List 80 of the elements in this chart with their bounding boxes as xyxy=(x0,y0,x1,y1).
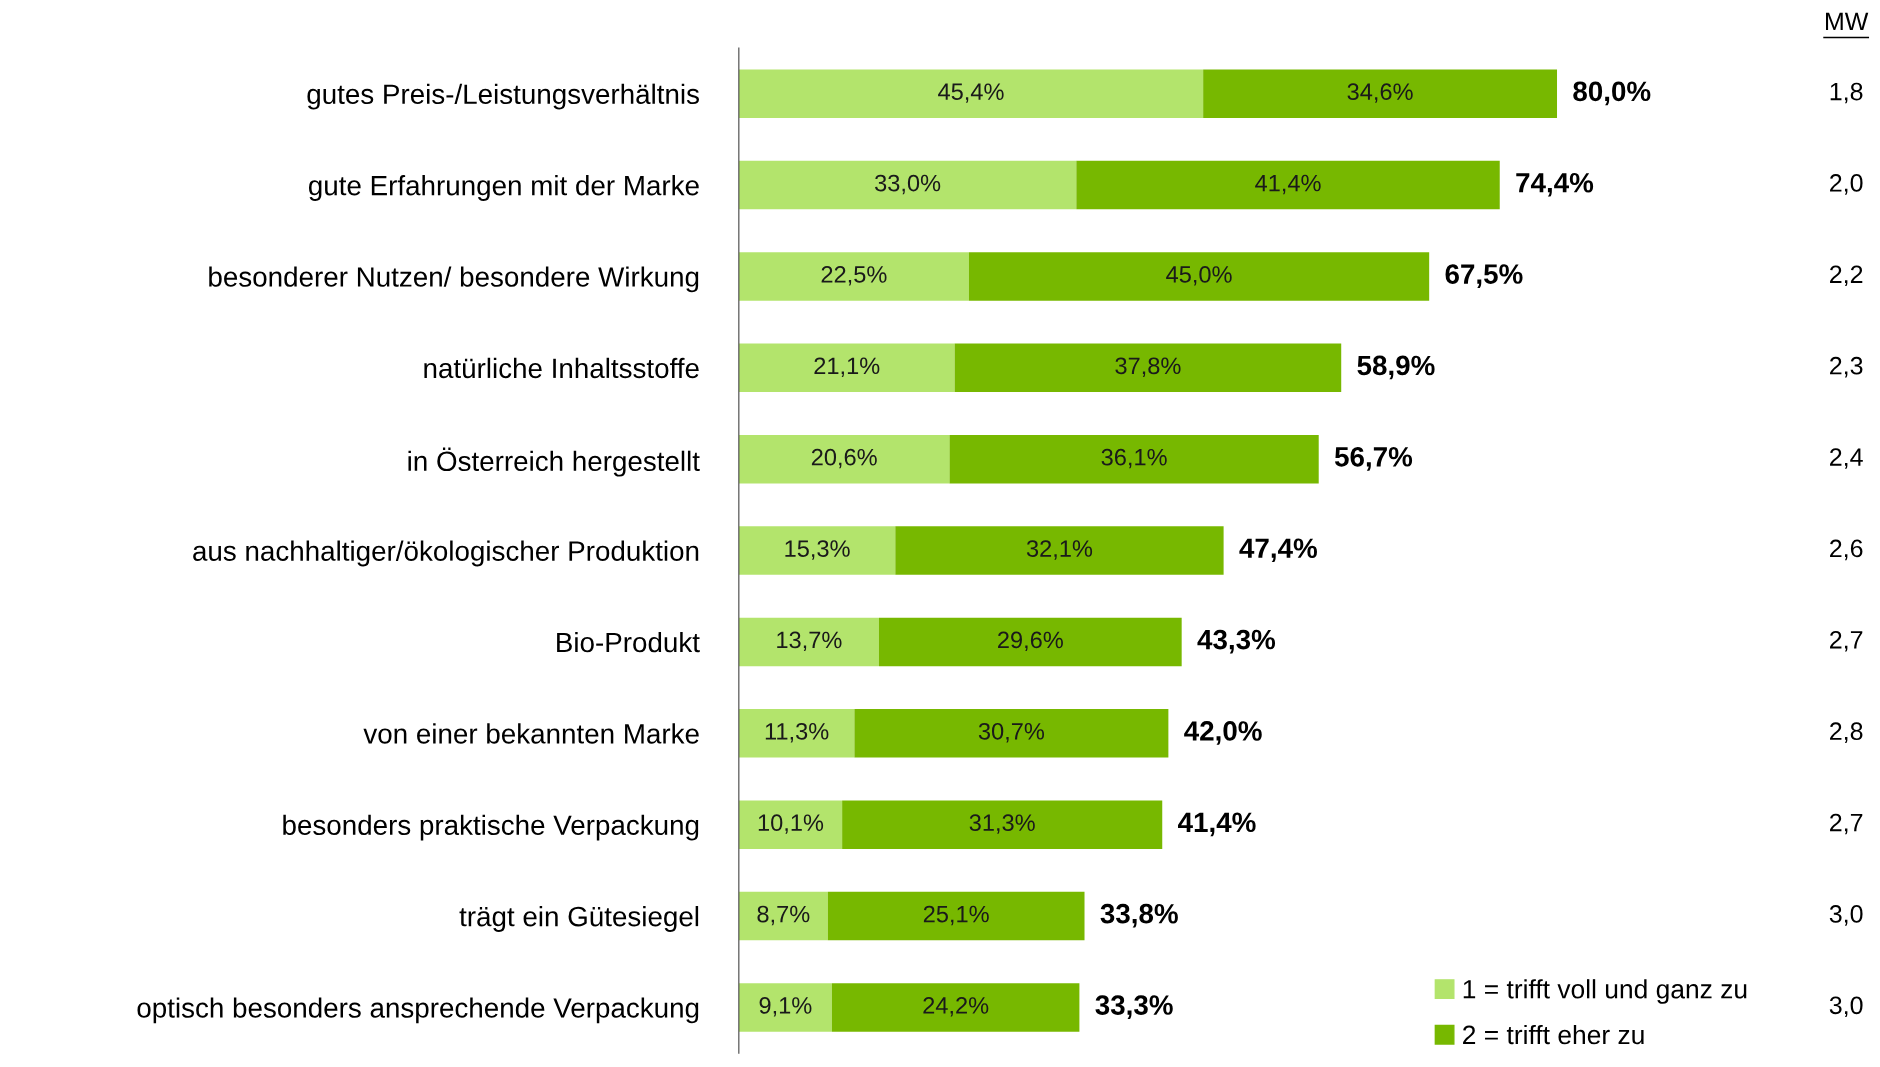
data-label: 13,7% xyxy=(777,631,842,652)
text: 2,4 xyxy=(1830,448,1863,469)
text: 2,0 xyxy=(1830,174,1863,195)
data-label: 21,1% xyxy=(814,357,880,377)
y-tick-label: in Österreich hergestellt xyxy=(408,447,700,477)
bar xyxy=(738,69,1204,118)
bar xyxy=(895,526,1224,575)
bar xyxy=(968,252,1430,301)
data-label: 29,6% xyxy=(998,631,1063,652)
legend-label: 1 = trifft voll und ganz zu xyxy=(1463,979,1747,1004)
data-label: 33,0% xyxy=(875,174,941,195)
total-label: 56,7% xyxy=(1334,446,1413,471)
bar xyxy=(738,800,843,849)
text: 2,6 xyxy=(1830,539,1863,561)
text: 2,7 xyxy=(1830,813,1863,835)
total-label: 67,5% xyxy=(1445,264,1523,288)
bar xyxy=(1076,160,1500,210)
data-label: 32,1% xyxy=(1026,540,1093,560)
y-tick-label: natürliche Inhaltsstoffe xyxy=(424,357,699,379)
total-label: 47,4% xyxy=(1239,538,1317,563)
y-tick-label: besonders praktische Verpackung xyxy=(283,814,699,841)
bar xyxy=(738,434,950,484)
bar xyxy=(738,526,896,575)
data-label: 11,3% xyxy=(765,722,829,743)
text: MW xyxy=(1826,12,1869,30)
data-label: 45,0% xyxy=(1166,266,1232,286)
y-tick-label: optisch besonders ansprechende Verpackung xyxy=(137,997,699,1024)
data-label: 30,7% xyxy=(978,722,1045,743)
bar xyxy=(878,617,1182,667)
total-label: 74,4% xyxy=(1516,172,1594,197)
data-label: 10,1% xyxy=(758,814,824,834)
y-tick-label: gutes Preis-/Leistungsverhältnis xyxy=(307,83,699,110)
y-tick-label: trägt ein Gütesiegel xyxy=(459,906,699,932)
total-label: 42,0% xyxy=(1184,721,1262,745)
text: 3,0 xyxy=(1829,996,1863,1018)
data-label: 41,4% xyxy=(1255,174,1321,195)
bar xyxy=(738,343,955,393)
data-label: 15,3% xyxy=(785,540,850,560)
total-label: 41,4% xyxy=(1178,812,1256,837)
data-label: 36,1% xyxy=(1101,448,1167,469)
data-label: 37,8% xyxy=(1115,357,1181,377)
y-tick-label: besonderer Nutzen/ besondere Wirkung xyxy=(209,266,699,293)
data-label: 34,6% xyxy=(1347,83,1413,103)
data-label: 25,1% xyxy=(923,905,989,926)
text: 3,0 xyxy=(1829,905,1863,926)
y-tick-label: gute Erfahrungen mit der Marke xyxy=(308,175,699,201)
bar xyxy=(949,434,1319,484)
total-label: 43,3% xyxy=(1197,629,1276,654)
total-label: 80,0% xyxy=(1573,81,1651,106)
data-label: 8,7% xyxy=(757,905,810,926)
text: 2,2 xyxy=(1830,265,1863,287)
data-label: 24,2% xyxy=(923,997,989,1017)
total-label: 33,3% xyxy=(1095,995,1173,1019)
total-label: 58,9% xyxy=(1357,355,1435,380)
bar xyxy=(738,617,879,667)
data-label: 31,3% xyxy=(969,814,1035,834)
data-label: 22,5% xyxy=(821,266,887,286)
y-tick-label: Bio-Produkt xyxy=(557,631,700,653)
bar xyxy=(831,983,1080,1032)
bar xyxy=(738,252,969,301)
bar xyxy=(854,709,1169,758)
text: 2,7 xyxy=(1830,630,1863,652)
data-label: 20,6% xyxy=(811,448,877,469)
data-label: 9,1% xyxy=(759,997,812,1017)
bar xyxy=(1203,69,1558,118)
bar xyxy=(954,343,1342,393)
bar xyxy=(842,800,1163,849)
y-tick-label: von einer bekannten Marke xyxy=(363,723,699,744)
text: 1,8 xyxy=(1830,82,1863,104)
total-label: 33,8% xyxy=(1100,903,1178,928)
bar xyxy=(738,160,1077,210)
bar xyxy=(738,891,828,941)
bar xyxy=(738,709,855,758)
legend-label: 2 = trifft eher zu xyxy=(1463,1024,1644,1045)
y-tick-label: aus nachhaltiger/ökologischer Produktion xyxy=(193,540,699,567)
data-label: 45,4% xyxy=(938,83,1004,103)
text: 2,8 xyxy=(1830,722,1863,743)
bar xyxy=(738,983,832,1032)
text: 2,3 xyxy=(1830,356,1863,378)
bar xyxy=(827,891,1085,941)
